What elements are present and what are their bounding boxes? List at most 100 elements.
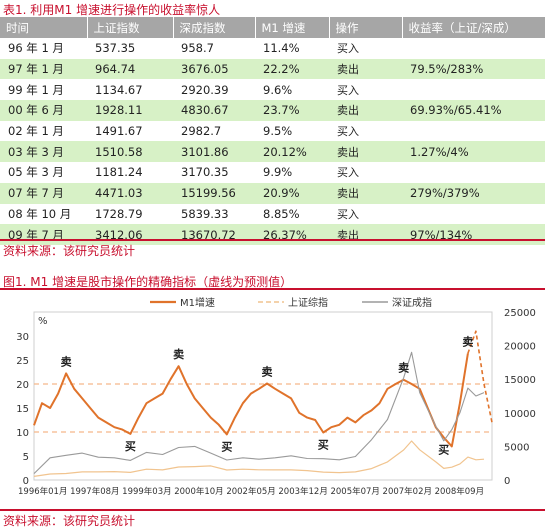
x-tick-label: 1997年08月 bbox=[70, 486, 119, 497]
cell-return: 69.93%/65.41% bbox=[402, 100, 545, 121]
cell-time: 08 年 10 月 bbox=[8, 206, 72, 221]
cell-return bbox=[402, 38, 545, 59]
header-operation: 操作 bbox=[328, 17, 402, 38]
y-left-tick-label: 30 bbox=[16, 332, 29, 343]
table-row: 05 年 3 月 1181.24 3170.35 9.9% 买入 bbox=[0, 162, 545, 183]
sell-marker: 卖 bbox=[262, 365, 273, 379]
legend-label: 深证成指 bbox=[392, 296, 432, 309]
cell-operation: 卖出 bbox=[329, 182, 402, 204]
buy-marker: 买 bbox=[125, 440, 136, 453]
y-right-tick-label: 10000 bbox=[504, 409, 536, 420]
cell-time: 96 年 1 月 bbox=[8, 41, 64, 56]
cell-operation: 卖出 bbox=[329, 58, 402, 80]
x-tick-label: 2007年02月 bbox=[383, 486, 432, 497]
cell-m1: 9.5% bbox=[263, 124, 293, 139]
sell-marker: 卖 bbox=[398, 361, 409, 375]
table-row: 99 年 1 月 1134.67 2920.39 9.6% 买入 bbox=[0, 79, 545, 100]
x-tick-label: 1999年03月 bbox=[122, 486, 171, 497]
y-right-tick-label: 15000 bbox=[504, 375, 536, 386]
cell-shanghai: 1491.67 bbox=[95, 124, 143, 139]
y-left-tick-label: 20 bbox=[16, 380, 29, 391]
x-tick-label: 2000年10月 bbox=[174, 486, 223, 497]
header-time: 时间 bbox=[0, 17, 87, 38]
cell-return: 79.5%/283% bbox=[402, 58, 545, 80]
returns-table: 时间 上证指数 深成指数 M1 增速 操作 收益率（上证/深成） 96 年 1 … bbox=[0, 17, 545, 245]
cell-shanghai: 4471.03 bbox=[87, 182, 173, 204]
table-row: 03 年 3 月 1510.58 3101.86 20.12% 卖出 1.27%… bbox=[0, 141, 545, 163]
cell-shanghai: 1728.79 bbox=[95, 206, 143, 221]
x-tick-label: 2003年12月 bbox=[278, 486, 327, 497]
header-m1: M1 增速 bbox=[254, 17, 329, 38]
x-tick-label: 2008年09月 bbox=[435, 486, 484, 497]
cell-return bbox=[402, 204, 545, 225]
cell-m1: 11.4% bbox=[263, 41, 300, 56]
cell-time: 02 年 1 月 bbox=[8, 124, 64, 139]
cell-return: 279%/379% bbox=[402, 182, 545, 204]
cell-m1: 9.9% bbox=[263, 165, 293, 180]
m1-growth-line bbox=[33, 353, 469, 448]
header-shanghai: 上证指数 bbox=[86, 17, 173, 38]
cell-operation: 买入 bbox=[337, 166, 359, 180]
cell-shanghai: 537.35 bbox=[95, 41, 136, 56]
legend-label: 上证综指 bbox=[288, 296, 328, 309]
plot-frame bbox=[33, 311, 493, 481]
chart-bottom-rule bbox=[0, 509, 545, 511]
y-right-tick-label: 0 bbox=[504, 476, 510, 487]
buy-marker: 买 bbox=[438, 444, 449, 457]
cell-return bbox=[402, 121, 545, 142]
cell-operation: 卖出 bbox=[329, 141, 402, 163]
shenzhen-index-line bbox=[33, 351, 485, 474]
table-row: 97 年 1 月 964.74 3676.05 22.2% 卖出 79.5%/2… bbox=[0, 58, 545, 80]
chart-top-rule bbox=[0, 288, 545, 290]
x-tick-label: 2002年05月 bbox=[226, 486, 275, 497]
x-tick-label: 2005年07月 bbox=[330, 486, 379, 497]
legend-label: M1增速 bbox=[180, 296, 215, 309]
chart-title: 图1. M1 增速是股市操作的精确指标（虚线为预测值） bbox=[3, 275, 293, 289]
sell-marker: 卖 bbox=[462, 334, 473, 348]
x-tick-label: 1996年01月 bbox=[18, 486, 67, 497]
cell-time: 99 年 1 月 bbox=[8, 82, 64, 97]
cell-time: 07 年 7 月 bbox=[0, 182, 87, 204]
header-return: 收益率（上证/深成） bbox=[401, 17, 545, 38]
table-title: 表1. 利用M1 增速进行操作的收益率惊人 bbox=[3, 3, 221, 17]
cell-shenzhen: 3676.05 bbox=[173, 58, 255, 80]
cell-shanghai: 1928.11 bbox=[87, 100, 173, 121]
y-left-tick-label: 0 bbox=[23, 476, 29, 487]
buy-marker: 买 bbox=[221, 440, 232, 453]
sell-marker: 卖 bbox=[173, 347, 184, 361]
cell-time: 05 年 3 月 bbox=[8, 165, 64, 180]
table-row: 96 年 1 月 537.35 958.7 11.4% 买入 bbox=[0, 38, 545, 59]
cell-shenzhen: 2920.39 bbox=[181, 82, 229, 97]
cell-m1: 23.7% bbox=[255, 100, 329, 121]
cell-time: 03 年 3 月 bbox=[0, 141, 87, 163]
y-left-tick-label: 25 bbox=[16, 356, 29, 367]
cell-shenzhen: 13670.72 bbox=[173, 224, 255, 245]
y-right-tick-label: 20000 bbox=[504, 342, 536, 353]
cell-m1: 20.9% bbox=[255, 182, 329, 204]
table-row: 00 年 6 月 1928.11 4830.67 23.7% 卖出 69.93%… bbox=[0, 100, 545, 121]
y-left-tick-label: 10 bbox=[16, 428, 29, 439]
cell-shenzhen: 4830.67 bbox=[173, 100, 255, 121]
cell-operation: 买入 bbox=[337, 42, 359, 56]
cell-time: 00 年 6 月 bbox=[0, 100, 87, 121]
cell-shanghai: 1510.58 bbox=[87, 141, 173, 163]
cell-shenzhen: 3170.35 bbox=[181, 165, 229, 180]
m1-index-chart: 0 5 10 15 20 25 30% 0 5000 10000 15000 20000 25000 19… bbox=[16, 296, 536, 497]
cell-return: 97%/134% bbox=[402, 224, 545, 245]
table-header-row: 时间 上证指数 深成指数 M1 增速 操作 收益率（上证/深成） bbox=[0, 17, 545, 38]
table-row: 02 年 1 月 1491.67 2982.7 9.5% 买入 bbox=[0, 121, 545, 142]
cell-shenzhen: 15199.56 bbox=[173, 182, 255, 204]
table-bottom-rule bbox=[0, 239, 545, 241]
cell-m1: 22.2% bbox=[255, 58, 329, 80]
cell-return bbox=[402, 162, 545, 183]
cell-m1: 9.6% bbox=[263, 82, 293, 97]
table-row: 07 年 7 月 4471.03 15199.56 20.9% 卖出 279%/… bbox=[0, 182, 545, 204]
cell-shenzhen: 958.7 bbox=[181, 41, 214, 56]
chart-source-note: 资料来源：该研究员统计 bbox=[3, 514, 136, 528]
cell-m1: 26.37% bbox=[255, 224, 329, 245]
shanghai-index-line bbox=[33, 440, 485, 477]
cell-return bbox=[402, 79, 545, 100]
y-left-unit-label: % bbox=[38, 316, 48, 327]
cell-operation: 卖出 bbox=[329, 100, 402, 121]
cell-shanghai: 1134.67 bbox=[95, 82, 143, 97]
